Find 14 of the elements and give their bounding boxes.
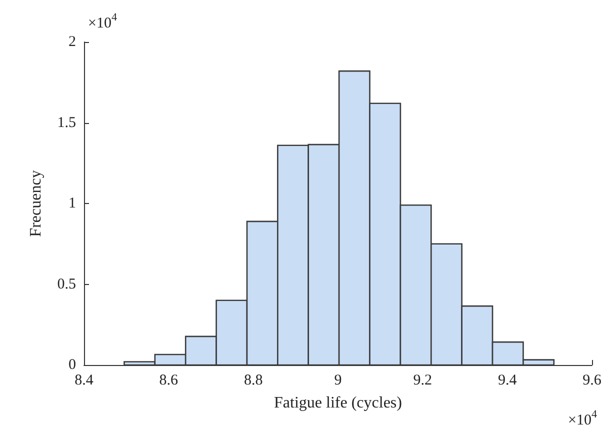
x-tick-label: 8.8 <box>244 372 263 388</box>
x-tick-label: 9.6 <box>582 372 602 388</box>
x-tick-label: 8.6 <box>159 372 179 388</box>
y-tick-label: 2 <box>68 34 76 50</box>
x-tick-label: 9.2 <box>413 372 432 388</box>
y-axis-title: Frecuency <box>28 170 44 237</box>
y-tick-label: 1 <box>68 196 76 212</box>
x-tick-label: 8.4 <box>74 372 94 388</box>
y-tick-label: 0.5 <box>57 276 76 292</box>
x-axis-title: Fatigue life (cycles) <box>274 394 402 412</box>
x-tick-label: 9.4 <box>498 372 518 388</box>
y-tick-label: 1.5 <box>57 114 76 131</box>
y-tick-label: 0 <box>68 357 76 373</box>
x-tick-label: 9 <box>334 372 342 388</box>
